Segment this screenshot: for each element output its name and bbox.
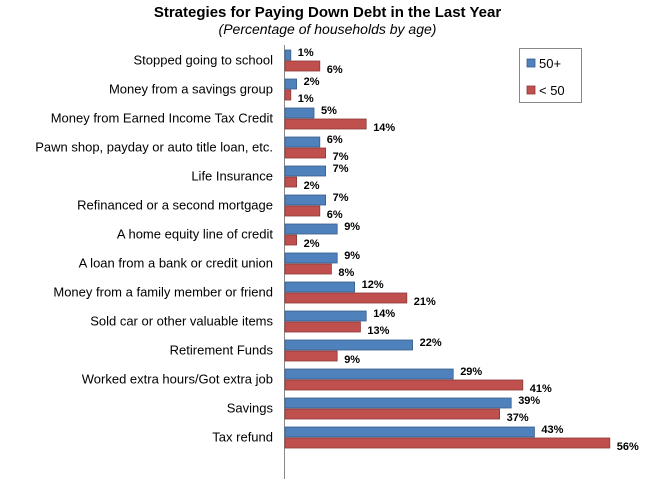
bar-under-50 (284, 321, 361, 333)
data-label: 37% (507, 412, 529, 424)
bar-under-50 (284, 147, 326, 159)
data-label: 7% (333, 151, 349, 163)
data-label: 2% (304, 180, 320, 192)
legend: 50+ < 50 (519, 48, 582, 103)
data-label: 14% (373, 308, 395, 320)
bar-50-plus (284, 368, 454, 380)
data-label: 12% (362, 279, 384, 291)
data-labels: 1%6%2%1%5%14%6%7%7%2%7%6%9%2%9%8%12%21%1… (298, 47, 639, 453)
data-label: 43% (541, 424, 563, 436)
chart-title: Strategies for Paying Down Debt in the L… (154, 4, 501, 21)
bar-under-50 (284, 234, 298, 246)
bar-under-50 (284, 263, 332, 275)
bar-50-plus (284, 136, 321, 148)
data-label: 14% (373, 122, 395, 134)
bar-50-plus (284, 49, 292, 61)
bar-under-50 (284, 408, 501, 420)
bar-50-plus (284, 310, 367, 322)
category-label: Worked extra hours/Got extra job (82, 372, 273, 387)
data-label: 5% (321, 105, 337, 117)
bar-50-plus (284, 339, 413, 351)
bar-50-plus (284, 194, 326, 206)
category-label: Money from a savings group (109, 82, 273, 97)
data-label: 9% (344, 221, 360, 233)
legend-swatch (526, 85, 536, 95)
category-label: A home equity line of credit (117, 227, 273, 242)
bar-under-50 (284, 379, 524, 391)
legend-label: 50+ (539, 56, 561, 71)
category-label: Life Insurance (191, 169, 273, 184)
data-label: 6% (327, 64, 343, 76)
bar-50-plus (284, 165, 326, 177)
bar-50-plus (284, 426, 535, 438)
data-label: 2% (304, 238, 320, 250)
bar-50-plus (284, 223, 338, 235)
data-label: 9% (344, 250, 360, 262)
data-label: 6% (327, 134, 343, 146)
data-label: 7% (333, 163, 349, 175)
data-label: 22% (420, 337, 442, 349)
bar-50-plus (284, 78, 298, 90)
data-label: 6% (327, 209, 343, 221)
bar-under-50 (284, 350, 338, 362)
data-label: 8% (338, 267, 354, 279)
data-label: 13% (367, 325, 389, 337)
data-label: 2% (304, 76, 320, 88)
category-label: Savings (227, 401, 274, 416)
bars (284, 49, 611, 449)
category-label: Sold car or other valuable items (90, 314, 273, 329)
data-label: 39% (518, 395, 540, 407)
legend-swatch (526, 58, 536, 68)
category-label: Retirement Funds (170, 343, 274, 358)
category-label: Money from Earned Income Tax Credit (51, 111, 274, 126)
data-label: 7% (333, 192, 349, 204)
bar-50-plus (284, 397, 512, 409)
chart-subtitle: (Percentage of households by age) (219, 21, 437, 37)
data-label: 1% (298, 47, 314, 59)
data-label: 9% (344, 354, 360, 366)
category-label: Refinanced or a second mortgage (77, 198, 273, 213)
bar-under-50 (284, 205, 321, 217)
bar-under-50 (284, 437, 611, 449)
data-label: 29% (460, 366, 482, 378)
bar-under-50 (284, 60, 321, 72)
data-label: 1% (298, 93, 314, 105)
category-label: Stopped going to school (134, 53, 274, 68)
bar-50-plus (284, 252, 338, 264)
bar-under-50 (284, 176, 298, 188)
bar-50-plus (284, 107, 315, 119)
bar-under-50 (284, 118, 367, 130)
data-label: 41% (530, 383, 552, 395)
legend-label: < 50 (539, 83, 565, 98)
bar-under-50 (284, 89, 292, 101)
bar-50-plus (284, 281, 355, 293)
category-label: Tax refund (212, 430, 273, 445)
data-label: 21% (414, 296, 436, 308)
category-label: A loan from a bank or credit union (79, 256, 273, 271)
bar-under-50 (284, 292, 408, 304)
category-label: Pawn shop, payday or auto title loan, et… (35, 140, 273, 155)
category-label: Money from a family member or friend (53, 285, 273, 300)
data-label: 56% (617, 441, 639, 453)
category-labels: Stopped going to school Money from a savi… (35, 53, 273, 445)
